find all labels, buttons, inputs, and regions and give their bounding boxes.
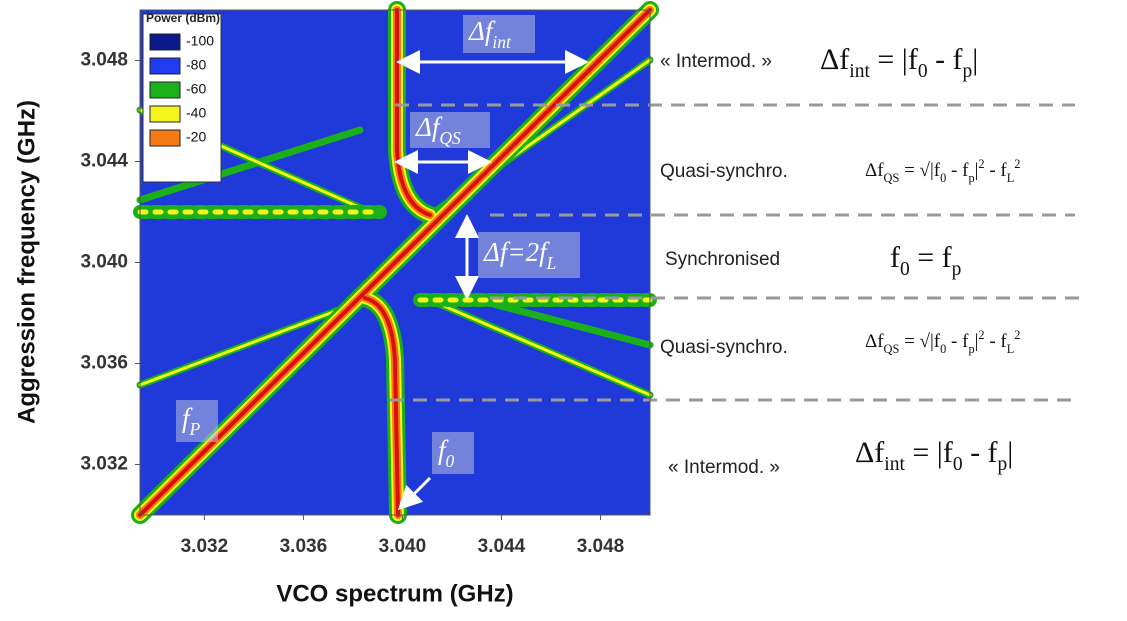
arrows xyxy=(394,50,589,511)
y-tick-label: 3.032 xyxy=(80,454,128,475)
text-part: int xyxy=(884,454,905,475)
regime-formula: f0 = fp xyxy=(890,241,961,280)
regime-label: Quasi-synchro. xyxy=(660,161,788,182)
y-tick-label: 3.048 xyxy=(80,50,128,71)
text-part: = √|f xyxy=(899,331,940,352)
regime-label: « Intermod. » xyxy=(668,457,780,478)
legend-swatch xyxy=(149,33,181,51)
text-part: f xyxy=(182,403,193,433)
annotation-box xyxy=(410,112,490,148)
legend-swatch xyxy=(149,81,181,99)
regime-label: Synchronised xyxy=(665,249,780,270)
text-part: Δf xyxy=(415,112,443,142)
text-part: 2 xyxy=(1014,328,1020,342)
legend-title: Power (dBm) xyxy=(146,11,220,25)
text-part: = |f xyxy=(870,43,918,76)
text-part: - f xyxy=(985,160,1008,181)
regime-label: Quasi-synchro. xyxy=(660,337,788,358)
regime-formula: ΔfQS = √|f0 - fp|2 - fL2 xyxy=(865,157,1020,185)
text-part: int xyxy=(492,32,512,52)
x-tick-label: 3.032 xyxy=(181,536,229,557)
text-part: L xyxy=(1007,342,1015,356)
y-tick-label: 3.036 xyxy=(80,353,128,374)
annotation: Δfint xyxy=(468,16,512,52)
legend-swatch xyxy=(149,129,181,147)
text-part: - f xyxy=(928,43,963,76)
regime-dividers xyxy=(390,103,1080,402)
text-part: L xyxy=(1007,171,1015,185)
text-part: 0 xyxy=(953,454,963,475)
legend-label: -60 xyxy=(186,81,206,97)
text-part: = √|f xyxy=(899,160,940,181)
regime-formula: Δfint = |f0 - fp| xyxy=(855,436,1013,475)
y-tick-label: 3.040 xyxy=(80,252,128,273)
legend-swatch xyxy=(149,57,181,75)
y-tick-label: 3.044 xyxy=(80,151,128,172)
text-part: QS xyxy=(439,128,461,148)
text-part: f xyxy=(438,435,449,465)
text-part: | xyxy=(975,331,979,352)
regime-label: « Intermod. » xyxy=(660,51,772,72)
legend-swatch xyxy=(149,105,181,123)
annotation-box xyxy=(432,432,474,474)
annotation: Δf=2fL xyxy=(483,237,556,273)
text-part: 0 xyxy=(446,451,455,471)
annotation: f0 xyxy=(438,435,455,471)
text-part: Δf xyxy=(468,16,496,46)
text-part: | xyxy=(972,43,978,76)
legend-label: -100 xyxy=(186,33,214,49)
legend-label: -20 xyxy=(186,129,206,145)
text-part: 2 xyxy=(978,157,984,171)
text-part: f xyxy=(890,241,900,274)
text-part: Δf xyxy=(865,160,884,181)
text-part: 0 xyxy=(940,342,946,356)
text-part: int xyxy=(849,61,870,82)
annotation-box xyxy=(478,232,580,278)
x-tick-label: 3.036 xyxy=(280,536,328,557)
text-part: - f xyxy=(963,436,998,469)
regime-formula: Δfint = |f0 - fp| xyxy=(820,43,978,82)
y-axis-label: Aggression frequency (GHz) xyxy=(13,100,40,424)
annotation: ΔfQS xyxy=(415,112,461,148)
text-part: Δf xyxy=(855,436,884,469)
text-part: 2 xyxy=(1014,157,1020,171)
legend-label: -80 xyxy=(186,57,206,73)
text-part: - f xyxy=(946,331,969,352)
text-part: 0 xyxy=(940,171,946,185)
text-part: p xyxy=(963,61,973,82)
text-part: | xyxy=(1007,436,1013,469)
text-part: | xyxy=(975,160,979,181)
legend: Power (dBm) -100 -80 -60 -40 -20 xyxy=(142,11,222,183)
text-part: QS xyxy=(884,342,900,356)
annotation-box xyxy=(463,15,535,53)
text-part: 2 xyxy=(978,328,984,342)
text-part: Δf xyxy=(865,331,884,352)
text-part: - f xyxy=(946,160,969,181)
text-part: QS xyxy=(884,171,900,185)
text-part: p xyxy=(998,454,1008,475)
text-part: 0 xyxy=(900,259,910,280)
text-part: p xyxy=(968,171,974,185)
text-part: P xyxy=(189,419,201,439)
side-bands xyxy=(133,56,657,399)
annotation: fP xyxy=(182,403,201,439)
text-part: 0 xyxy=(918,61,928,82)
text-part: Δf xyxy=(820,43,849,76)
x-axis-label: VCO spectrum (GHz) xyxy=(276,580,513,607)
text-part: p xyxy=(952,259,962,280)
x-tick-label: 3.048 xyxy=(577,536,625,557)
legend-label: -40 xyxy=(186,105,206,121)
text-part: = |f xyxy=(905,436,953,469)
text-part: Δf=2f xyxy=(483,237,550,267)
text-part: L xyxy=(546,253,557,273)
text-part: - f xyxy=(985,331,1008,352)
x-tick-label: 3.044 xyxy=(478,536,526,557)
annotation-box xyxy=(176,400,218,442)
text-part: p xyxy=(968,342,974,356)
x-tick-label: 3.040 xyxy=(379,536,427,557)
text-part: = f xyxy=(910,241,952,274)
regime-formula: ΔfQS = √|f0 - fp|2 - fL2 xyxy=(865,328,1020,356)
